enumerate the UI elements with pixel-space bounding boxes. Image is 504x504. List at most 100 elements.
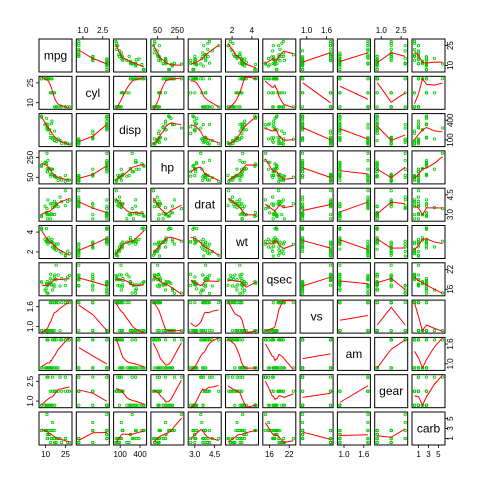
data-point: [157, 375, 162, 379]
smoother-line: [227, 116, 257, 145]
panel-frame: [113, 75, 148, 110]
data-point: [424, 277, 429, 281]
data-point: [338, 432, 342, 437]
data-point: [217, 278, 221, 282]
data-point: [105, 204, 109, 208]
panel-cyl-hp: [150, 75, 185, 110]
data-point: [291, 137, 295, 141]
data-point: [375, 247, 379, 251]
data-point: [366, 242, 370, 246]
data-point: [300, 122, 305, 127]
data-point: [66, 249, 70, 253]
panel-qsec-gear: [374, 262, 409, 297]
data-point: [328, 251, 333, 255]
data-point: [300, 151, 305, 155]
data-point: [204, 366, 208, 370]
data-point: [77, 179, 81, 183]
data-point: [91, 366, 95, 370]
data-point: [230, 284, 235, 288]
data-point: [43, 237, 47, 241]
data-point: [366, 291, 370, 295]
data-point: [210, 284, 214, 288]
data-point: [403, 126, 407, 130]
panel-mpg-cyl: [75, 38, 110, 73]
data-point: [77, 300, 81, 305]
data-point: [54, 263, 58, 267]
data-point: [291, 53, 295, 57]
data-point: [39, 328, 44, 333]
axes-layer: 1.0 2.5 50 250 2 4 1.0 1.6 1.0 2.510 25 100 400 3.0 4.…: [26, 26, 455, 459]
data-point: [240, 389, 244, 393]
panel-am-mpg: [38, 336, 73, 371]
panel-carb-hp: [150, 411, 185, 446]
data-point: [163, 77, 168, 81]
panel-gear-cyl: [75, 374, 110, 409]
panel-frame: [374, 38, 409, 73]
data-point: [153, 198, 157, 202]
data-point: [273, 162, 277, 166]
panel-wt-vs: [299, 225, 334, 259]
data-point: [125, 366, 129, 370]
smoother-line: [376, 125, 406, 142]
data-point: [53, 300, 57, 305]
data-point: [130, 170, 134, 174]
panel-frame: [75, 262, 110, 297]
data-point: [273, 116, 277, 120]
panel-frame: [38, 262, 73, 297]
tick-label-left-wt: 2: [26, 249, 35, 254]
data-point: [366, 49, 370, 53]
data-point: [152, 137, 156, 141]
data-point: [389, 174, 393, 178]
panel-carb-drat: [187, 411, 222, 446]
data-point: [137, 403, 141, 407]
data-point: [229, 440, 233, 445]
data-point: [272, 403, 276, 407]
data-point: [134, 291, 138, 295]
data-point: [416, 249, 421, 254]
data-point: [163, 91, 168, 95]
data-point: [277, 338, 281, 342]
data-point: [217, 253, 221, 257]
data-point: [163, 436, 168, 441]
data-point: [172, 242, 176, 246]
data-point: [338, 263, 342, 267]
data-point: [389, 47, 393, 51]
data-point: [416, 142, 421, 146]
data-point: [263, 122, 267, 127]
panel-frame: [336, 225, 371, 259]
data-point: [52, 285, 56, 289]
data-point: [338, 137, 342, 141]
data-point: [91, 328, 95, 333]
smoother-line: [153, 77, 182, 110]
data-point: [155, 328, 159, 333]
data-point: [389, 59, 393, 63]
data-point: [366, 283, 370, 287]
data-point: [105, 242, 109, 246]
data-point: [56, 273, 60, 277]
data-point: [105, 122, 109, 127]
data-point: [105, 283, 109, 287]
data-point: [105, 160, 109, 164]
data-point: [272, 136, 276, 140]
panel-vs-drat: [187, 299, 222, 334]
panel-wt-mpg: [38, 225, 73, 259]
data-point: [241, 160, 245, 164]
data-point: [189, 91, 193, 95]
data-point: [300, 207, 305, 211]
data-point: [338, 162, 342, 166]
panel-qsec-vs: [299, 262, 334, 297]
data-point: [167, 403, 172, 407]
data-point: [300, 246, 305, 250]
data-point: [277, 44, 281, 48]
data-point: [241, 338, 245, 342]
data-point: [105, 412, 109, 417]
data-point: [105, 291, 109, 295]
data-point: [375, 366, 379, 370]
data-point: [54, 300, 58, 305]
data-point: [91, 440, 95, 445]
data-point: [60, 389, 64, 393]
data-point: [63, 204, 67, 208]
tick-label-left-vs: 1.0: [26, 320, 35, 332]
variable-label-wt: wt: [235, 235, 249, 249]
